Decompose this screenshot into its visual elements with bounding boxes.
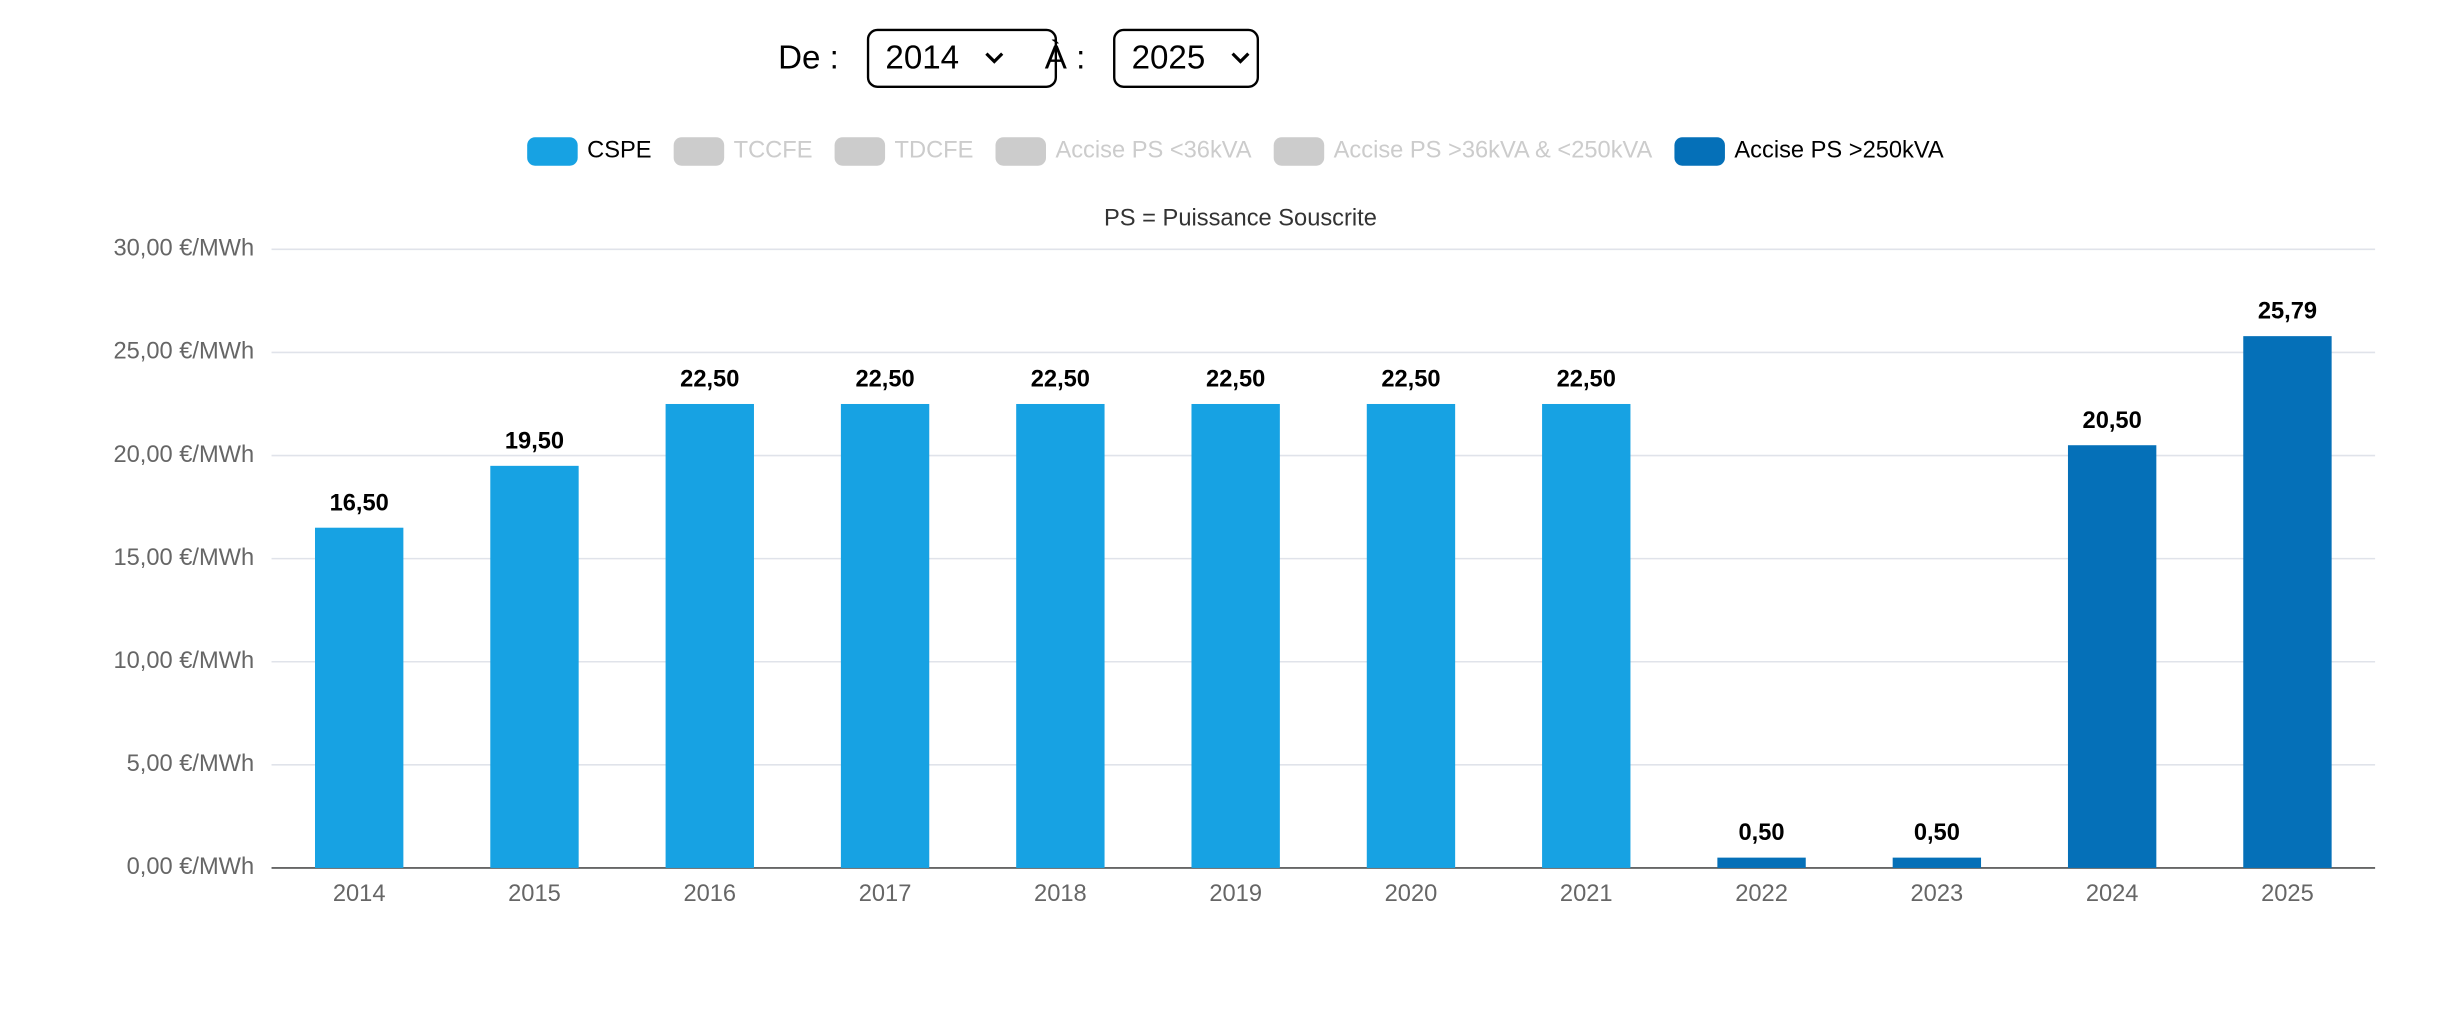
y-tick-label: 20,00 €/MWh — [113, 442, 254, 468]
x-tick-label: 2016 — [683, 881, 736, 907]
x-tick-label: 2019 — [1209, 881, 1262, 907]
bar — [1191, 403, 1280, 868]
select-box[interactable] — [1113, 28, 1260, 88]
chevron[interactable] — [1231, 52, 1250, 64]
legend-swatch[interactable] — [527, 137, 578, 166]
legend-label[interactable]: TCCFE — [734, 138, 813, 164]
data-label: 25,79 — [2258, 299, 2317, 325]
data-label: 22,50 — [680, 367, 739, 393]
bar — [1542, 403, 1631, 868]
bar — [665, 403, 754, 868]
y-tick-label: 30,00 €/MWh — [113, 236, 254, 262]
bar — [840, 403, 930, 868]
legend-item[interactable]: Accise PS >36kVA & <250kVA — [1273, 137, 1653, 166]
chart-subtitle: PS = Puissance Souscrite — [1104, 206, 1377, 232]
legend-label[interactable]: CSPE — [587, 138, 651, 164]
x-tick-label: 2024 — [2086, 881, 2139, 907]
from-label: De : — [778, 40, 839, 77]
x-tick-label: 2020 — [1385, 881, 1438, 907]
bar — [2067, 445, 2157, 868]
legend-item[interactable]: Accise PS <36kVA — [995, 137, 1252, 166]
legend-item[interactable]: TDCFE — [834, 137, 974, 166]
to-select[interactable]: 2025 — [1113, 28, 1260, 88]
data-label: 22,50 — [1557, 367, 1616, 393]
data-label: 22,50 — [1381, 367, 1440, 393]
legend-swatch[interactable] — [1674, 137, 1725, 166]
legend-item[interactable]: TCCFE — [673, 137, 813, 166]
legend-item[interactable]: CSPE — [527, 137, 652, 166]
data-label: 20,50 — [2083, 408, 2142, 434]
select-box[interactable] — [866, 28, 1058, 88]
legend-swatch[interactable] — [834, 137, 886, 166]
legend-label[interactable]: Accise PS >250kVA — [1734, 138, 1944, 164]
chevron[interactable] — [985, 52, 1004, 64]
x-tick-label: 2022 — [1735, 881, 1788, 907]
y-tick-label: 5,00 €/MWh — [127, 751, 255, 777]
legend-label[interactable]: Accise PS >36kVA & <250kVA — [1334, 138, 1653, 164]
select-value[interactable]: 2014 — [885, 40, 959, 77]
bar — [1717, 857, 1806, 868]
x-tick-label: 2021 — [1560, 881, 1613, 907]
legend-swatch[interactable] — [995, 137, 1046, 166]
x-tick-label: 2017 — [859, 881, 912, 907]
x-tick-label: 2014 — [333, 881, 386, 907]
legend-swatch[interactable] — [673, 137, 725, 166]
bar — [490, 465, 579, 868]
legend-label[interactable]: Accise PS <36kVA — [1055, 138, 1251, 164]
x-tick-label: 2025 — [2261, 881, 2314, 907]
data-label: 0,50 — [1914, 820, 1960, 846]
x-tick-label: 2015 — [508, 881, 561, 907]
legend-label[interactable]: TDCFE — [895, 138, 974, 164]
bar — [1892, 857, 1982, 868]
legend-swatch[interactable] — [1273, 137, 1325, 166]
data-label: 22,50 — [1206, 367, 1265, 393]
data-label: 16,50 — [330, 490, 389, 516]
x-tick-label: 2023 — [1911, 881, 1964, 907]
y-tick-label: 25,00 €/MWh — [113, 339, 254, 365]
bar — [2243, 336, 2332, 868]
data-label: 19,50 — [505, 428, 564, 454]
y-tick-label: 15,00 €/MWh — [113, 545, 254, 571]
data-label: 0,50 — [1739, 820, 1785, 846]
bar — [1366, 403, 1456, 868]
legend-item[interactable]: Accise PS >250kVA — [1674, 137, 1944, 166]
from-select[interactable]: 2014 — [866, 28, 1058, 88]
y-tick-label: 0,00 €/MWh — [127, 854, 255, 880]
to-label: À : — [1045, 40, 1086, 77]
y-tick-label: 10,00 €/MWh — [113, 648, 254, 674]
data-label: 22,50 — [1031, 367, 1090, 393]
bar — [1016, 403, 1105, 868]
data-label: 22,50 — [855, 367, 914, 393]
select-value[interactable]: 2025 — [1132, 40, 1206, 77]
bar — [314, 527, 404, 868]
x-tick-label: 2018 — [1034, 881, 1087, 907]
